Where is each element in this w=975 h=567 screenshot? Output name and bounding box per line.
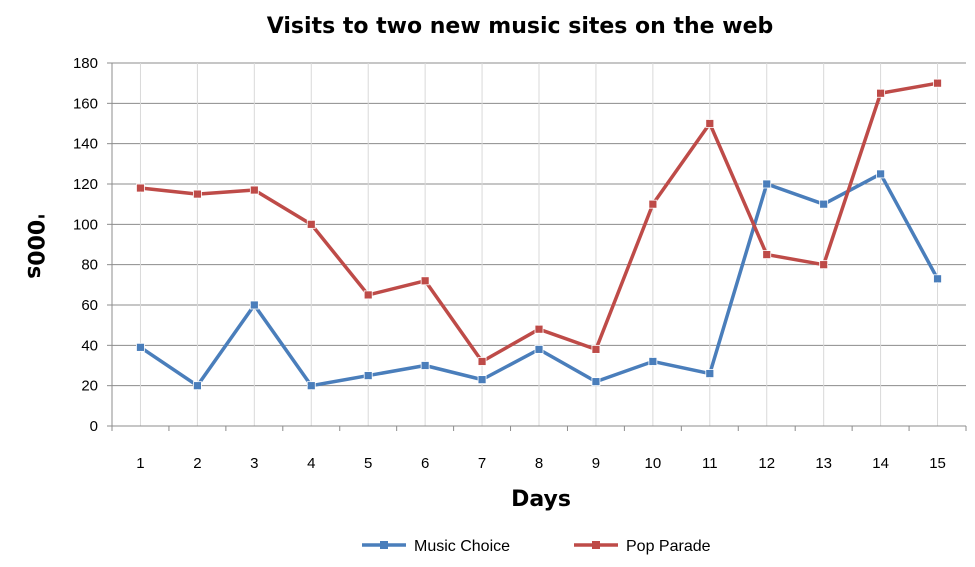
data-point bbox=[420, 361, 430, 370]
x-tick-label: 8 bbox=[535, 455, 543, 472]
data-point bbox=[591, 344, 601, 354]
data-point bbox=[762, 250, 772, 259]
x-tick-label: 14 bbox=[872, 455, 889, 472]
x-tick-label: 13 bbox=[815, 455, 832, 472]
x-tick-label: 9 bbox=[592, 455, 600, 472]
grid-lines bbox=[112, 62, 966, 426]
data-point bbox=[420, 276, 430, 286]
legend-marker bbox=[380, 541, 388, 549]
x-tick-label: 10 bbox=[645, 455, 662, 472]
data-point bbox=[249, 300, 259, 310]
x-tick-label: 12 bbox=[758, 455, 775, 472]
y-tick-label: 160 bbox=[73, 95, 98, 112]
data-point bbox=[819, 260, 829, 270]
legend-label: Pop Parade bbox=[626, 538, 711, 555]
x-tick-label: 6 bbox=[421, 455, 429, 472]
data-point bbox=[534, 324, 544, 334]
data-point bbox=[306, 381, 316, 391]
y-tick-label: 20 bbox=[81, 378, 98, 395]
data-point bbox=[192, 381, 202, 391]
data-point bbox=[477, 375, 487, 385]
data-point bbox=[819, 199, 829, 209]
y-tick-label: 60 bbox=[81, 297, 98, 314]
series-music-choice bbox=[136, 169, 942, 391]
y-axis-label: '000s bbox=[22, 213, 47, 279]
x-tick-label: 7 bbox=[478, 455, 486, 472]
legend-marker bbox=[592, 541, 600, 549]
data-point bbox=[705, 369, 715, 378]
x-tick-label: 5 bbox=[364, 455, 372, 472]
x-axis-label: Days bbox=[511, 487, 571, 512]
data-point bbox=[933, 78, 942, 88]
data-point bbox=[876, 88, 885, 98]
y-tick-label: 80 bbox=[81, 257, 98, 274]
x-tick-label: 3 bbox=[250, 455, 258, 472]
data-point bbox=[363, 371, 373, 380]
y-tick-label: 100 bbox=[73, 216, 98, 233]
x-tick-label: 11 bbox=[702, 455, 718, 472]
y-tick-label: 180 bbox=[73, 55, 98, 72]
x-tick-label: 4 bbox=[307, 455, 315, 472]
data-point bbox=[876, 169, 885, 179]
x-tick-label: 1 bbox=[136, 455, 144, 472]
data-point bbox=[306, 219, 316, 229]
data-point bbox=[648, 357, 658, 366]
series-pop-parade bbox=[136, 78, 942, 366]
y-tick-label: 40 bbox=[81, 337, 98, 354]
y-tick-label: 120 bbox=[73, 176, 98, 193]
data-point bbox=[648, 199, 658, 209]
data-point bbox=[136, 342, 145, 352]
y-axis-ticks: 0 20 40 60 80 100 120 140 160 180 bbox=[73, 55, 112, 435]
y-tick-label: 140 bbox=[73, 136, 98, 153]
chart-title: Visits to two new music sites on the web bbox=[267, 14, 774, 39]
data-point bbox=[705, 119, 715, 128]
series-lines bbox=[136, 78, 942, 391]
data-point bbox=[363, 290, 373, 300]
legend-item: Pop Parade bbox=[574, 538, 711, 555]
data-point bbox=[591, 377, 601, 387]
data-point bbox=[477, 357, 487, 366]
x-axis-ticks: 1 2 3 4 5 6 7 8 9 10 11 12 13 14 15 bbox=[111, 426, 967, 472]
axes bbox=[111, 63, 966, 427]
data-point bbox=[933, 274, 942, 284]
data-point bbox=[192, 189, 202, 199]
x-tick-label: 2 bbox=[193, 455, 201, 472]
data-point bbox=[249, 185, 259, 195]
x-tick-label: 15 bbox=[929, 455, 946, 472]
data-point bbox=[136, 183, 145, 193]
legend-item: Music Choice bbox=[362, 538, 510, 555]
legend: Music Choice Pop Parade bbox=[362, 538, 711, 555]
legend-label: Music Choice bbox=[414, 538, 510, 555]
y-tick-label: 0 bbox=[90, 418, 98, 435]
data-point bbox=[762, 179, 772, 189]
data-point bbox=[534, 344, 544, 354]
